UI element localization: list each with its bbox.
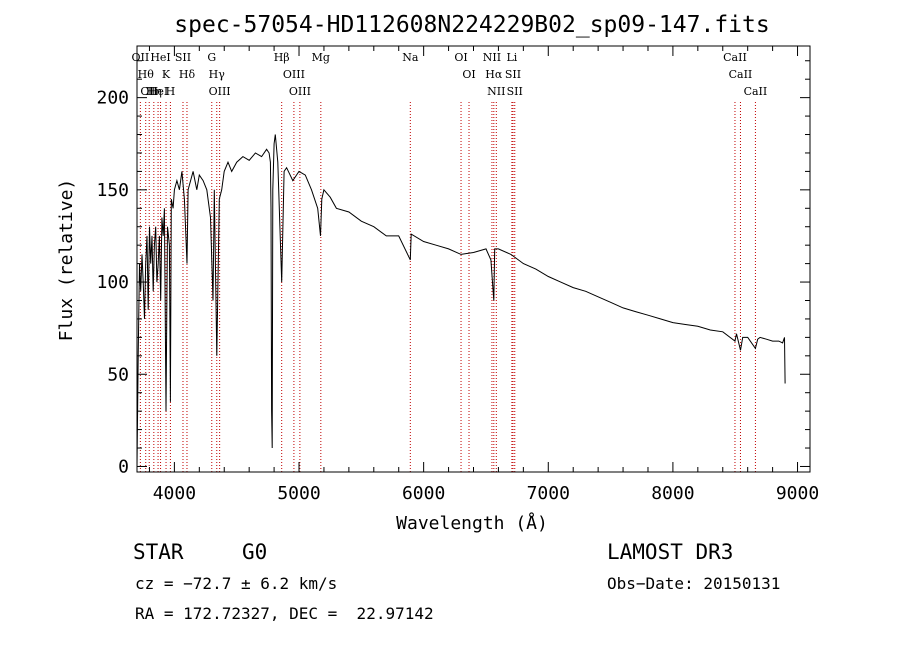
line-label-hei: HeI — [150, 51, 170, 64]
line-label-caii: CaII — [723, 51, 747, 64]
spectrum-series — [136, 134, 786, 467]
line-label-g: G — [207, 51, 216, 64]
y-axis-label: Flux (relative) — [56, 179, 77, 342]
line-label-nii: NII — [487, 85, 505, 98]
line-label-mg: Mg — [312, 51, 330, 64]
y-tick-label: 150 — [96, 180, 129, 201]
object-class: STAR — [133, 540, 184, 564]
line-label-hδ: Hδ — [179, 68, 196, 81]
line-label-hβ: Hβ — [274, 51, 290, 64]
line-label-oiii: OIII — [209, 85, 231, 98]
survey-name: LAMOST DR3 — [607, 540, 734, 564]
x-axis-label: Wavelength (Å) — [396, 512, 548, 534]
line-label-li: Li — [506, 51, 517, 64]
obs-date: Obs−Date: 20150131 — [607, 574, 781, 593]
line-label-caii: CaII — [744, 85, 768, 98]
x-tick-label: 4000 — [153, 483, 196, 504]
x-tick-label: 9000 — [776, 483, 819, 504]
line-label-h: H — [166, 85, 176, 98]
line-label-hα: Hα — [485, 68, 503, 81]
line-label-na: Na — [402, 51, 419, 64]
y-tick-label: 200 — [96, 88, 129, 109]
x-tick-label: 6000 — [402, 483, 445, 504]
line-label-sii: SII — [505, 68, 521, 81]
y-tick-label: 50 — [107, 364, 129, 385]
plot-frame — [136, 45, 811, 473]
y-tick-label: 0 — [118, 456, 129, 477]
chart-title: spec-57054-HD112608N224229B02_sp09-147.f… — [174, 12, 769, 38]
x-tick-label: 5000 — [277, 483, 320, 504]
x-tick-label: 7000 — [527, 483, 570, 504]
line-label-hη: Hη — [146, 85, 162, 98]
line-label-sii: SII — [507, 85, 523, 98]
ra-dec: RA = 172.72327, DEC = 22.97142 — [135, 604, 434, 623]
line-markers: OIIHθOIIHηHeIHeIKHSIIHδGHγOIIIHβOIIIOIII… — [132, 51, 768, 472]
line-label-oii: OII — [140, 85, 158, 98]
object-subclass: G0 — [242, 540, 268, 564]
line-label-k: K — [162, 68, 171, 81]
line-label-hθ: Hθ — [138, 68, 155, 81]
y-tick-label: 100 — [96, 272, 129, 293]
line-label-oiii: OIII — [283, 68, 305, 81]
line-label-oi: OI — [454, 51, 467, 64]
line-label-oiii: OIII — [289, 85, 311, 98]
axis-ticks: 4000 5000 6000 7000 8000 9000 0 50 100 150 200 — [96, 46, 819, 504]
line-label-sii: SII — [175, 51, 191, 64]
line-label-oi: OI — [462, 68, 475, 81]
line-label-hγ: Hγ — [209, 68, 226, 81]
x-tick-label: 8000 — [651, 483, 694, 504]
series-line-spectrum — [136, 134, 786, 467]
line-label-caii: CaII — [729, 68, 753, 81]
line-label-nii: NII — [483, 51, 501, 64]
redshift-cz: cz = −72.7 ± 6.2 km/s — [135, 574, 338, 593]
line-label-hei: HeI — [148, 85, 168, 98]
line-label-oii: OII — [132, 51, 150, 64]
